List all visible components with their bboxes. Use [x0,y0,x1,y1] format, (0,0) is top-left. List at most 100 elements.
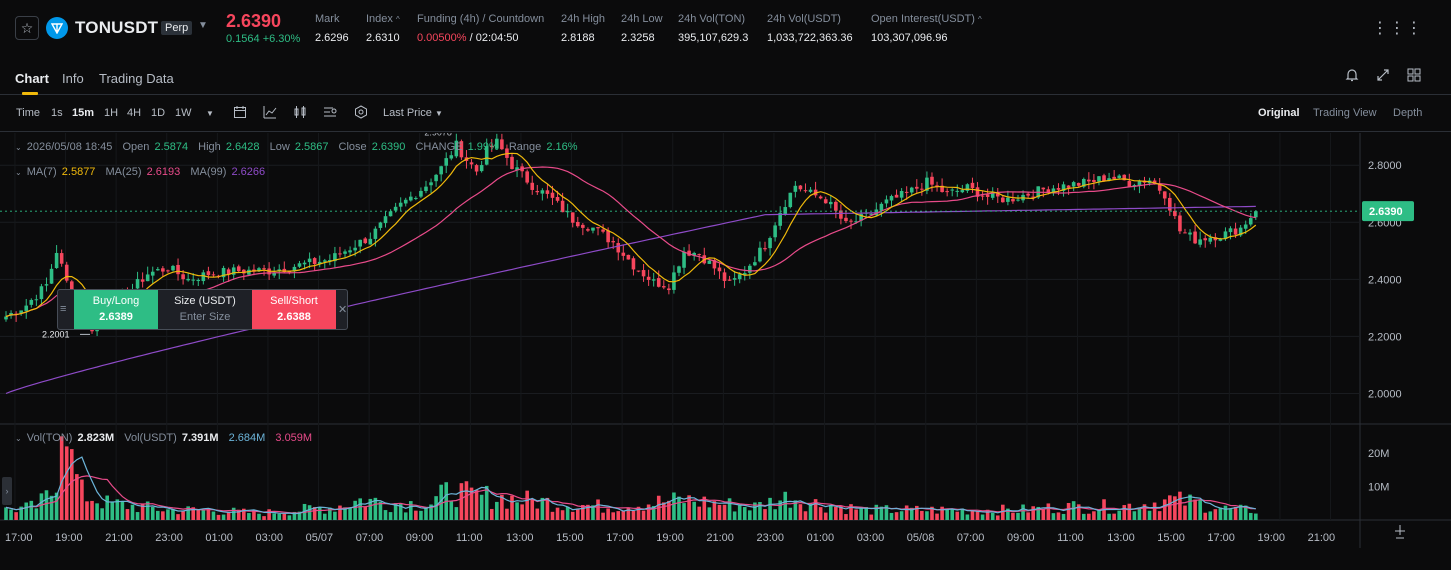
candle [915,186,919,189]
candle [788,192,793,208]
candle [1006,197,1010,202]
candle [1223,231,1228,239]
candle [495,138,499,149]
volume-bar [864,507,868,520]
volume-tick-label: 20M [1368,448,1389,460]
collapse-ma-icon[interactable]: ⌄ [15,168,22,177]
volume-bar [515,502,519,520]
buy-long-button[interactable]: Buy/Long 2.6389 [74,290,158,329]
volume-bar [525,490,529,520]
volume-bar [535,508,540,520]
volume-bar [166,509,170,520]
candle [575,221,580,227]
volume-legend: ⌄ Vol(TON) 2.823M Vol(USDT) 7.391M 2.684… [15,432,313,444]
more-icon[interactable]: ⋮⋮⋮ [1372,20,1423,37]
ton-coin-icon [46,17,68,39]
volume-bar [100,508,104,520]
candle [935,185,939,187]
interval-4h[interactable]: 4H [127,107,142,119]
volume-bar [161,511,165,520]
price-chart[interactable]: 2.80002.60002.40002.20002.00002.63902.90… [0,133,1451,548]
fullscreen-icon[interactable] [1376,68,1390,85]
symbol-name[interactable]: TONUSDT [75,18,159,37]
volume-bar [383,510,388,520]
candle [611,241,615,243]
chart-type-icon[interactable] [293,105,307,122]
candle [1117,175,1121,178]
favorite-star-icon[interactable]: ☆ [15,16,39,40]
price-type-dropdown[interactable]: Last Price ▼ [383,107,443,119]
volume-bar [586,504,590,520]
volume-bar [879,506,884,520]
volume-bar [1112,513,1116,520]
ma25-line [5,166,1256,318]
candle [1238,227,1243,236]
view-trading-view[interactable]: Trading View [1313,107,1377,119]
volume-bar [145,501,150,520]
view-original[interactable]: Original [1258,107,1300,119]
size-input[interactable]: Size (USDT) Enter Size [174,295,236,323]
candle [231,267,236,275]
volume-bar [601,512,605,520]
tab-chart[interactable]: Chart [15,71,49,86]
candle [1137,181,1142,186]
candle [692,252,696,256]
interval-1d[interactable]: 1D [151,107,166,119]
settings-hex-icon[interactable] [354,105,368,122]
collapse-vol-icon[interactable]: ⌄ [15,434,22,443]
volume-bar [1127,503,1132,520]
drawing-tools-icon[interactable] [323,105,337,122]
interval-15m[interactable]: 15m [72,107,95,119]
candle [474,165,479,172]
stat-open-interest[interactable]: Open Interest(USDT) ^ 103,307,096.96 [871,13,982,44]
volume-bar [1188,494,1192,520]
candle [1076,182,1081,186]
view-depth[interactable]: Depth [1393,107,1423,119]
alert-bell-icon[interactable] [1345,68,1359,85]
volume-bar [1107,513,1111,520]
candle [1233,228,1238,235]
tab-trading-data[interactable]: Trading Data [99,71,174,86]
interval-1w[interactable]: 1W [175,107,192,119]
layout-grid-icon[interactable] [1407,68,1421,85]
volume-bar [242,508,246,520]
volume-bar [1228,509,1233,520]
interval-1h[interactable]: 1H [104,107,119,119]
expand-panel-icon[interactable]: › [2,477,12,505]
candle [1112,176,1116,179]
interval-1s[interactable]: 1s [51,107,63,119]
candle [995,193,1000,197]
expand-legend-icon[interactable]: ⌄ [15,143,22,152]
candle [1051,188,1056,194]
drag-handle-icon[interactable]: ≡ [60,303,67,315]
interval-dropdown-icon[interactable]: ▼ [206,109,214,118]
time-tick-label: 21:00 [706,532,734,544]
volume-bar [44,490,49,520]
volume-bar [960,508,965,520]
candle [424,186,428,192]
candle [292,266,297,272]
symbol-dropdown-icon[interactable]: ▼ [198,20,208,31]
volume-bar [970,510,975,520]
volume-bar [1137,508,1142,520]
volume-bar [474,490,479,520]
quick-trade-widget: ≡ Buy/Long 2.6389 Size (USDT) Enter Size… [57,289,348,330]
candle [247,269,251,275]
sell-short-button[interactable]: Sell/Short 2.6388 [252,290,336,329]
volume-bar [424,506,428,520]
indicator-icon[interactable] [263,105,277,122]
tab-info[interactable]: Info [62,71,84,86]
volume-bar [975,511,980,520]
candle [834,201,838,211]
candle [732,278,737,280]
volume-bar [54,492,59,520]
volume-bar [1006,508,1010,520]
volume-bar [616,511,621,520]
time-label[interactable]: Time [16,107,41,119]
calendar-icon[interactable] [233,105,247,122]
stat-index[interactable]: Index ^ 2.6310 [366,13,400,44]
close-icon[interactable]: ✕ [338,304,348,316]
volume-bar [1243,505,1248,520]
candle [338,253,342,255]
volume-bar [312,507,317,520]
